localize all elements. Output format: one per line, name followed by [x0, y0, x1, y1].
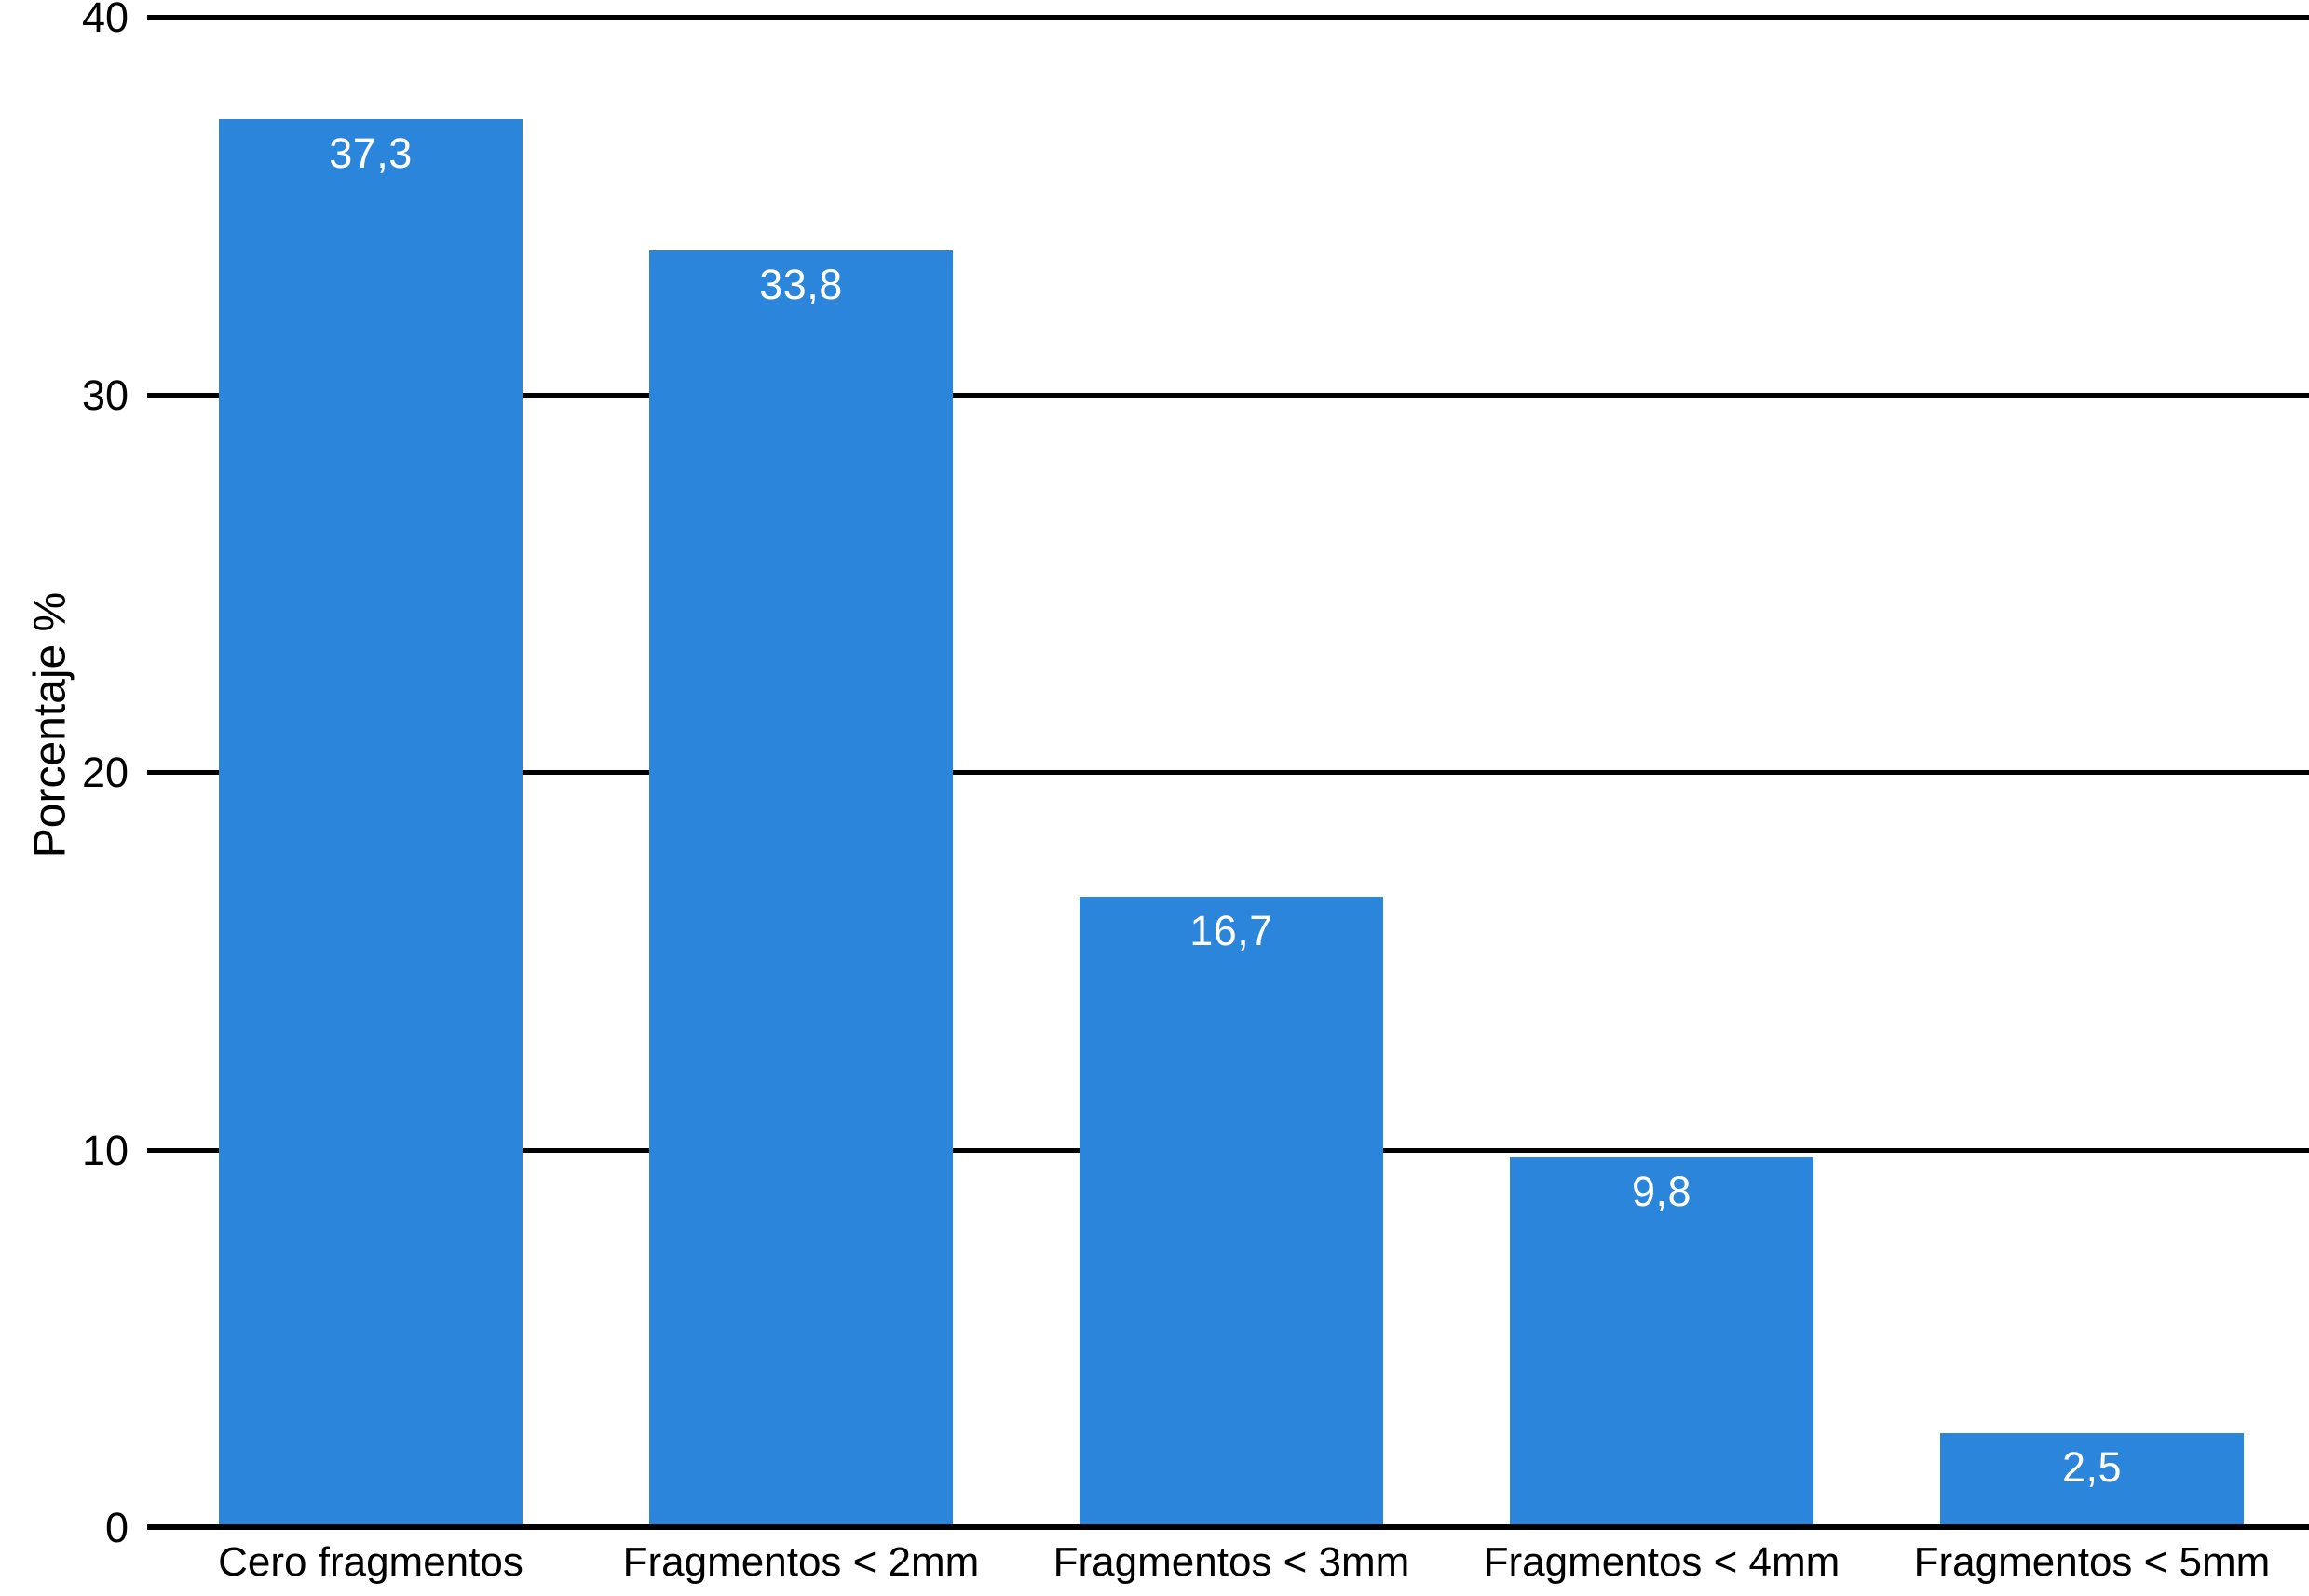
bar: 2,5: [1940, 1432, 2244, 1527]
bar-value-label: 37,3: [329, 128, 413, 177]
y-axis-title: Porcentaje %: [25, 591, 75, 859]
x-category-label: Fragmentos < 3mm: [1053, 1539, 1410, 1585]
bar: 33,8: [649, 250, 953, 1527]
gridline-y-30: [147, 392, 2309, 398]
y-tick-label: 0: [104, 1504, 129, 1551]
gridline-y-40: [147, 15, 2309, 20]
bar-value-label: 16,7: [1189, 906, 1273, 954]
x-category-label: Fragmentos < 2mm: [622, 1539, 980, 1585]
x-category-label: Cero fragmentos: [218, 1539, 523, 1585]
x-category-label: Fragmentos < 5mm: [1913, 1539, 2271, 1585]
gridline-y-0: [147, 1524, 2309, 1530]
gridline-y-20: [147, 770, 2309, 775]
bar-value-label: 2,5: [2061, 1442, 2123, 1491]
y-tick-label: 10: [81, 1126, 129, 1174]
bar: 9,8: [1510, 1156, 1813, 1527]
y-tick-label: 40: [81, 0, 129, 41]
plot-area: 37,3 33,8 16,7 9,8 2,5: [147, 15, 2309, 1530]
x-category-label: Fragmentos < 4mm: [1483, 1539, 1840, 1585]
bar: 16,7: [1080, 896, 1383, 1527]
bar-value-label: 9,8: [1631, 1167, 1692, 1215]
y-tick-label: 30: [81, 371, 129, 419]
bar-value-label: 33,8: [759, 261, 843, 309]
bar: 37,3: [219, 118, 523, 1527]
y-tick-label: 20: [81, 749, 129, 796]
